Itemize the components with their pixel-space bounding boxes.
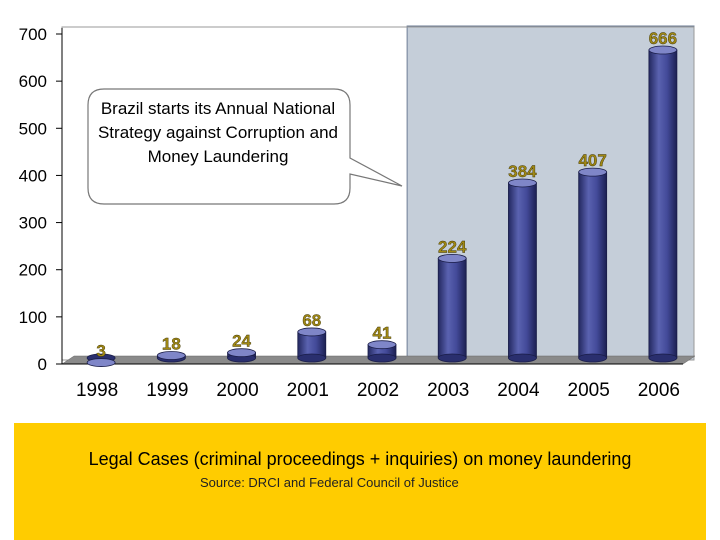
y-tick-label: 700 [19, 25, 47, 44]
x-tick-label-2006: 2006 [638, 380, 680, 401]
y-tick-label: 300 [19, 214, 47, 233]
caption-panel: Legal Cases (criminal proceedings + inqu… [14, 423, 706, 540]
bar-2004 [508, 178, 537, 363]
data-label-2000: 24 [232, 332, 251, 351]
x-tick-label-2000: 2000 [216, 380, 258, 401]
bar-2006 [648, 45, 678, 363]
annotation-callout [87, 88, 403, 205]
y-tick-label: 500 [19, 119, 47, 138]
x-tick-label-2002: 2002 [357, 380, 399, 401]
y-tick-label: 200 [19, 261, 47, 280]
bar-2000 [227, 348, 256, 363]
bar-2001 [297, 327, 327, 363]
data-label-2002: 41 [373, 324, 392, 343]
data-label-2006: 666 [649, 29, 677, 48]
x-tick-label-2003: 2003 [427, 380, 469, 401]
bar-2002 [367, 340, 397, 363]
x-tick-label-2001: 2001 [287, 380, 329, 401]
y-tick-label: 100 [19, 308, 47, 327]
bar-2003 [437, 253, 467, 363]
data-label-1999: 18 [162, 335, 181, 354]
x-tick-label-2004: 2004 [497, 380, 540, 401]
y-tick-label: 400 [19, 166, 47, 185]
data-label-2001: 68 [302, 311, 321, 330]
x-tick-label-1998: 1998 [76, 380, 118, 401]
bar-chart: 0 100 200 300 400 500 600 700 3 1998 18 1999 24 2000… [19, 25, 696, 401]
x-tick-label-1999: 1999 [146, 380, 188, 401]
bar-1999 [156, 351, 186, 363]
source-note: Source: DRCI and Federal Council of Just… [200, 475, 459, 490]
y-tick-label: 0 [38, 355, 47, 374]
data-label-2005: 407 [578, 151, 606, 170]
data-label-1998: 3 [96, 342, 105, 361]
data-label-2003: 224 [438, 237, 467, 256]
chart-caption: Legal Cases (criminal proceedings + inqu… [88, 449, 632, 469]
y-tick-label: 600 [19, 72, 47, 91]
annotation-text: Brazil starts its Annual National Strate… [97, 99, 339, 166]
x-tick-label-2005: 2005 [568, 380, 610, 401]
data-label-2004: 384 [508, 162, 537, 181]
bar-1998 [86, 353, 116, 367]
bar-2005 [578, 167, 608, 363]
